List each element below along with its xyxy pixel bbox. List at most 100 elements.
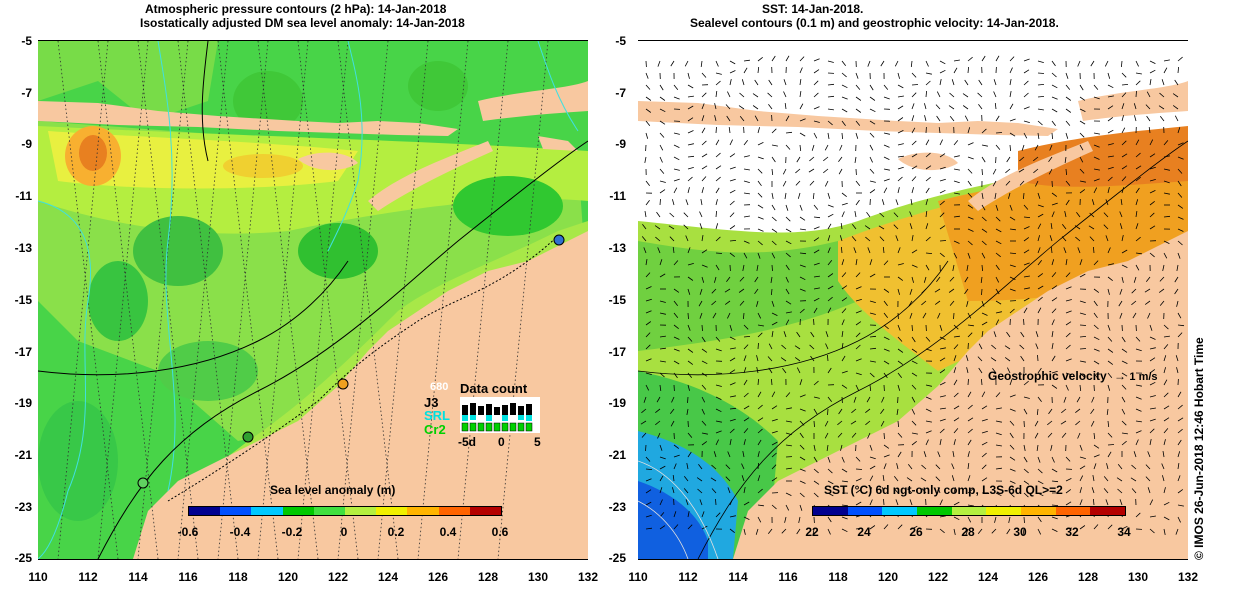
velocity-arrow [981, 192, 984, 199]
velocity-arrow [659, 96, 666, 101]
velocity-arrow [869, 312, 876, 315]
velocity-arrow [669, 408, 675, 414]
velocity-arrow [911, 92, 917, 98]
velocity-arrow [853, 396, 857, 403]
velocity-arrow [1037, 84, 1045, 86]
velocity-arrow [757, 66, 760, 74]
velocity-arrow [645, 96, 652, 101]
velocity-arrow [645, 372, 652, 375]
velocity-arrow [687, 143, 694, 146]
velocity-arrow [1051, 480, 1059, 483]
velocity-arrow [729, 139, 733, 146]
velocity-arrow [813, 226, 820, 230]
velocity-arrow [1093, 246, 1095, 254]
velocity-arrow [715, 336, 721, 342]
velocity-arrow [1107, 129, 1114, 134]
velocity-arrow [715, 126, 717, 134]
velocity-arrow [1116, 477, 1123, 482]
colorbar-tick: 28 [961, 525, 975, 539]
velocity-arrow [962, 93, 969, 98]
velocity-arrow [1121, 92, 1127, 98]
velocity-arrow [729, 200, 735, 206]
velocity-arrow [866, 396, 871, 403]
velocity-arrow [921, 488, 927, 494]
velocity-arrow [1144, 300, 1151, 305]
velocity-arrow [659, 465, 666, 470]
velocity-arrow [1103, 488, 1109, 494]
velocity-arrow [841, 516, 848, 520]
velocity-arrow [967, 475, 971, 482]
velocity-arrow [727, 487, 731, 494]
velocity-arrow [981, 168, 983, 176]
velocity-arrow [895, 499, 899, 506]
velocity-arrow [757, 451, 760, 458]
velocity-arrow [1065, 272, 1071, 278]
velocity-arrow [659, 347, 666, 350]
velocity-arrow [743, 516, 750, 520]
velocity-arrow [1163, 487, 1166, 494]
velocity-arrow [715, 60, 719, 67]
velocity-arrow [911, 432, 918, 435]
velocity-arrow [1049, 144, 1053, 151]
velocity-arrow [894, 60, 899, 67]
velocity-arrow [1107, 372, 1113, 378]
velocity-arrow [1135, 408, 1142, 412]
velocity-arrow [729, 382, 736, 386]
velocity-arrow [897, 155, 904, 158]
y-tick: -5 [615, 34, 626, 48]
velocity-arrow [645, 310, 652, 314]
velocity-arrow [925, 430, 932, 434]
velocity-arrow [909, 223, 913, 230]
velocity-arrow [953, 439, 956, 446]
velocity-arrow [981, 312, 988, 316]
velocity-arrow [1048, 168, 1053, 175]
velocity-arrow [1107, 187, 1110, 194]
velocity-arrow [977, 528, 983, 534]
velocity-arrow [827, 204, 834, 208]
x-tick: 110 [628, 570, 648, 584]
velocity-arrow [687, 524, 693, 530]
velocity-arrow [757, 180, 762, 187]
velocity-arrow [729, 225, 736, 230]
velocity-arrow [813, 58, 820, 62]
velocity-arrow [757, 168, 763, 174]
velocity-arrow [911, 276, 914, 283]
velocity-arrow [896, 408, 899, 415]
velocity-arrow [701, 348, 708, 353]
velocity-arrow [1121, 336, 1126, 343]
velocity-arrow [1090, 420, 1095, 427]
velocity-arrow [964, 276, 969, 283]
velocity-arrow [897, 276, 904, 281]
velocity-arrow [757, 504, 764, 507]
velocity-arrow [729, 60, 736, 65]
velocity-arrow [883, 300, 888, 307]
velocity-arrow [813, 408, 818, 415]
velocity-arrow [1089, 236, 1095, 242]
colorbar-segment [1090, 507, 1126, 515]
velocity-arrow [869, 360, 876, 363]
velocity-arrow [785, 504, 790, 511]
velocity-arrow [796, 331, 801, 338]
velocity-arrow [869, 300, 876, 303]
velocity-arrow [1107, 247, 1111, 254]
velocity-arrow [729, 357, 736, 362]
velocity-arrow [967, 504, 974, 507]
velocity-arrow [840, 223, 843, 230]
velocity-arrow [673, 324, 679, 330]
velocity-arrow [841, 528, 848, 533]
velocity-arrow [995, 392, 1001, 398]
velocity-arrow [1061, 224, 1067, 230]
velocity-arrow [1048, 156, 1053, 163]
velocity-arrow [1037, 492, 1044, 497]
velocity-arrow [785, 311, 792, 314]
velocity-arrow [771, 55, 776, 62]
velocity-arrow [967, 142, 974, 146]
velocity-arrow [1093, 168, 1100, 171]
velocity-arrow [673, 178, 680, 182]
velocity-arrow [1106, 408, 1109, 415]
velocity-arrow [727, 451, 731, 458]
velocity-arrow [1177, 56, 1183, 62]
velocity-arrow [715, 348, 722, 352]
velocity-arrow [1023, 204, 1029, 210]
velocity-arrow [1047, 420, 1053, 426]
